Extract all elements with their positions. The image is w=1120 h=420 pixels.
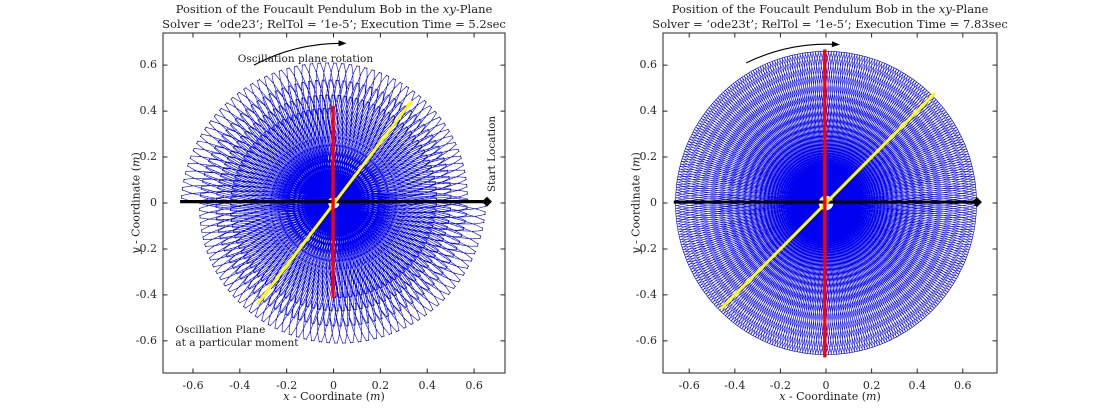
y-tick-label: 0.2 (139, 150, 158, 164)
x-axis-label: x - Coordinate (m) (283, 390, 385, 403)
x-tick-label: -0.4 (724, 379, 746, 392)
y-tick-label: 0 (650, 196, 657, 209)
x-tick-label: 0 (330, 379, 338, 392)
x-axis-label: x - Coordinate (m) (779, 390, 881, 403)
y-tick-label: -0.6 (135, 333, 157, 347)
start-location-annotation: Start Location (485, 115, 498, 192)
x-tick-label: -0.2 (769, 379, 792, 392)
y-tick-label: 0.6 (139, 58, 158, 72)
x-tick-label: 0.4 (908, 379, 926, 392)
y-tick-label: -0.2 (635, 241, 657, 255)
x-tick-label: -0.2 (276, 379, 298, 392)
y-tick-label: -0.6 (635, 333, 657, 347)
x-tick-label: -0.6 (678, 379, 700, 392)
y-tick-label: -0.2 (135, 241, 157, 255)
x-tick-label: 0 (822, 379, 830, 392)
rotation-annotation: Oscillation plane rotation (237, 53, 374, 66)
y-tick-label: 0.6 (639, 58, 658, 72)
y-tick-label: 0.4 (639, 104, 658, 118)
x-tick-label: 0.6 (465, 379, 483, 392)
oscillation-plane-annotation: Oscillation Plane at a particular moment (175, 323, 299, 350)
x-tick-label: 0.2 (371, 379, 390, 392)
plot-title-line1: Position of the Foucault Pendulum Bob in… (175, 2, 493, 16)
plot-subtitle: Solver = ‘ode23’; RelTol = ‘1e-5’; Execu… (162, 17, 506, 31)
x-tick-label: 0.4 (418, 379, 436, 392)
y-tick-label: 0 (150, 196, 157, 209)
plot-title: Position of the Foucault Pendulum Bob in… (162, 2, 506, 32)
y-tick-label: 0.4 (139, 104, 158, 118)
x-tick-label: 0.2 (862, 379, 881, 392)
x-tick-label: -0.6 (182, 379, 204, 392)
plot-subtitle: Solver = ‘ode23t’; RelTol = ‘1e-5’; Exec… (652, 17, 1008, 31)
x-tick-label: 0.6 (954, 379, 972, 392)
plot-title-line1: Position of the Foucault Pendulum Bob in… (671, 2, 989, 16)
y-tick-label: -0.4 (635, 287, 657, 301)
plot-title: Position of the Foucault Pendulum Bob in… (652, 2, 1008, 32)
y-tick-label: 0.2 (639, 150, 658, 164)
x-tick-label: -0.4 (229, 379, 251, 392)
y-tick-label: -0.4 (135, 287, 157, 301)
